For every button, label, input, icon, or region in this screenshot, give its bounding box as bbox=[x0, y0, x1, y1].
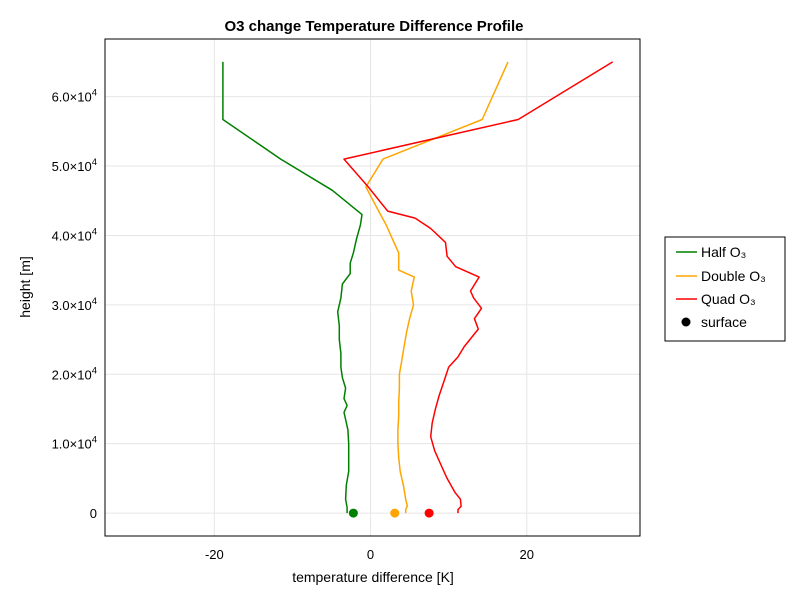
plot-frame bbox=[104, 38, 641, 537]
surface-point-1 bbox=[390, 508, 400, 518]
legend-label-quad: Quad O₃ bbox=[701, 291, 756, 307]
legend-marker-surface bbox=[681, 317, 691, 327]
y-tick-label: 1.0×104 bbox=[52, 435, 97, 452]
surface-point-0 bbox=[348, 508, 358, 518]
grid bbox=[105, 39, 640, 536]
x-axis-ticks: -20 0 20 bbox=[205, 547, 534, 562]
legend-label-surface: surface bbox=[701, 314, 747, 330]
y-tick-label: 0 bbox=[90, 506, 97, 521]
series-line-1 bbox=[365, 61, 509, 514]
legend-label-half: Half O₃ bbox=[701, 244, 746, 260]
y-tick-label: 6.0×104 bbox=[52, 88, 97, 105]
y-tick-label: 3.0×104 bbox=[52, 296, 97, 313]
x-tick-label: 0 bbox=[367, 547, 374, 562]
series-line-2 bbox=[343, 61, 614, 514]
legend: Half O₃ Double O₃ Quad O₃ surface bbox=[664, 236, 786, 342]
y-tick-label: 5.0×104 bbox=[52, 157, 97, 174]
x-tick-label: -20 bbox=[205, 547, 224, 562]
scatter-layer bbox=[348, 508, 434, 518]
y-tick-label: 4.0×104 bbox=[52, 226, 97, 243]
surface-point-2 bbox=[424, 508, 434, 518]
series-layer bbox=[222, 61, 614, 514]
y-tick-label: 2.0×104 bbox=[52, 365, 97, 382]
y-axis-ticks: 0 1.0×104 2.0×104 3.0×104 4.0×104 5.0×104 6.0×… bbox=[52, 88, 97, 521]
legend-label-double: Double O₃ bbox=[701, 268, 766, 284]
series-line-0 bbox=[222, 61, 363, 514]
y-axis-label: height [m] bbox=[17, 256, 33, 317]
x-axis-label: temperature difference [K] bbox=[292, 569, 454, 585]
x-tick-label: 20 bbox=[520, 547, 534, 562]
chart-title: O3 change Temperature Difference Profile bbox=[225, 18, 524, 35]
